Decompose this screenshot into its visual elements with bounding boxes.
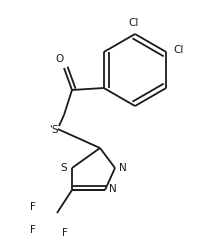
Text: S: S: [52, 125, 58, 135]
Text: Cl: Cl: [129, 19, 139, 29]
Text: N: N: [109, 184, 117, 194]
Text: S: S: [60, 163, 67, 173]
Text: O: O: [56, 54, 64, 64]
Text: F: F: [30, 225, 36, 235]
Text: F: F: [30, 202, 36, 212]
Text: F: F: [62, 228, 68, 238]
Text: Cl: Cl: [173, 45, 184, 55]
Text: N: N: [119, 163, 127, 173]
